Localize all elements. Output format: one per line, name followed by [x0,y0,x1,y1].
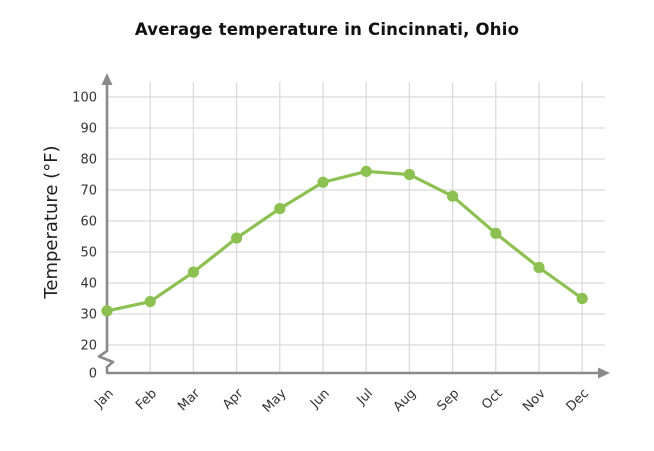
x-tick-label-nov: Nov [520,386,549,415]
y-tick-label-20: 20 [80,339,97,354]
y-axis-arrow-icon [101,73,113,85]
series-layer [101,165,588,317]
data-point-jul [360,165,372,177]
y-axis-line [97,83,115,373]
x-tick-label-feb: Feb [133,386,160,413]
data-point-dec [576,292,588,305]
x-tick-label-jun: Jun [307,386,333,412]
data-point-jan [101,305,113,317]
x-axis-arrow-icon [598,367,610,379]
y-tick-label-40: 40 [80,277,97,292]
data-point-jun [317,176,329,188]
series-line [105,169,584,313]
y-tick-label-90: 90 [80,122,97,137]
data-point-may [274,203,286,215]
x-tick-label-sep: Sep [434,386,462,414]
y-tick-label-50: 50 [80,246,97,261]
x-tick-label-jan: Jan [91,386,116,411]
y-tick-label-30: 30 [80,308,97,323]
data-point-apr [231,232,243,244]
data-point-mar [187,266,199,278]
data-point-sep [447,190,459,202]
chart-title: Average temperature in Cincinnati, Ohio [134,20,520,39]
grid-layer [108,82,605,372]
data-point-feb [144,296,156,308]
x-tick-label-aug: Aug [391,386,420,415]
data-point-nov [533,261,545,274]
x-tick-label-apr: Apr [220,386,247,413]
x-tick-label-jul: Jul [354,386,376,408]
y-tick-label-100: 100 [72,91,97,106]
data-point-aug [403,168,415,181]
y-tick-label-80: 80 [80,153,97,168]
x-tick-label-dec: Dec [564,386,592,414]
y-tick-label-70: 70 [80,184,97,199]
y-tick-label-0: 0 [89,367,97,382]
data-point-oct [490,227,502,239]
axes-layer [97,73,610,379]
x-tick-label-may: May [260,386,290,416]
y-axis-title: Temperature (°F) [41,145,62,299]
x-tick-label-mar: Mar [175,386,203,414]
y-tick-label-60: 60 [80,215,97,230]
x-tick-label-oct: Oct [479,386,506,413]
